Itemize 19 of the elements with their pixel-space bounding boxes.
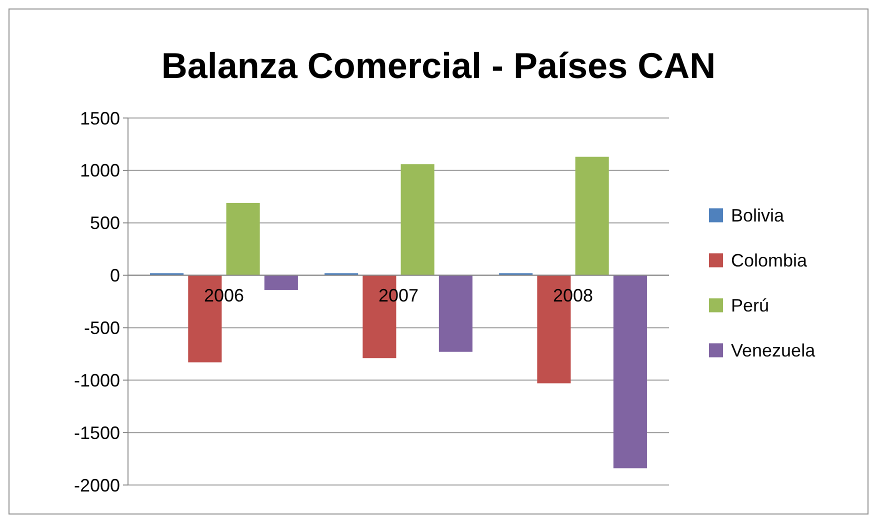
bar <box>438 275 472 352</box>
legend-label: Perú <box>731 296 770 316</box>
legend-label: Venezuela <box>731 340 816 361</box>
chart-title: Balanza Comercial - Países CAN <box>161 45 716 86</box>
y-tick-label: 1500 <box>80 108 120 128</box>
bar <box>226 202 260 276</box>
y-tick-label: 1000 <box>80 160 120 181</box>
y-tick-label: 500 <box>90 213 120 234</box>
bar <box>575 156 609 276</box>
legend-label: Colombia <box>731 250 808 271</box>
y-tick-label: -2000 <box>74 475 120 496</box>
y-tick-label: 0 <box>110 266 120 286</box>
y-tick-label: -1000 <box>74 370 120 390</box>
legend-label: Bolivia <box>731 206 786 226</box>
y-tick-label: -500 <box>84 318 120 338</box>
y-tick-label: -1500 <box>74 422 120 443</box>
bar <box>264 275 298 290</box>
bar <box>400 164 434 276</box>
bar <box>613 275 647 468</box>
